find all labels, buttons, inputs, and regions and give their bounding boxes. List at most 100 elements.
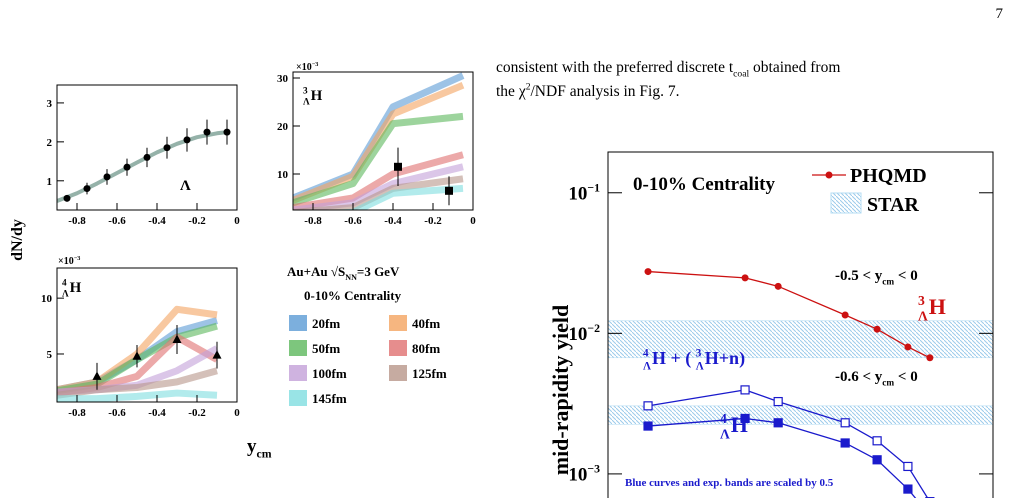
x-tick-label: -0.8 bbox=[304, 215, 322, 227]
series-label: 4Λ H + ( 3Λ H +n) bbox=[643, 347, 745, 372]
text: H bbox=[311, 88, 323, 104]
text: χ bbox=[518, 83, 526, 100]
marker bbox=[926, 354, 934, 362]
system-label: Au+Au √S NN =3 GeV bbox=[287, 264, 400, 282]
text: =3 GeV bbox=[357, 264, 400, 279]
text: + ( bbox=[666, 348, 696, 369]
y-tick-label: 10 −1 bbox=[568, 181, 600, 204]
text: < 0 bbox=[894, 268, 918, 284]
marker bbox=[903, 484, 913, 494]
marker bbox=[773, 418, 783, 428]
centrality-label: 0-10% Centrality bbox=[304, 288, 402, 303]
legend-swatch bbox=[389, 315, 407, 331]
legend-swatch bbox=[289, 390, 307, 406]
y-tick-label: 10 bbox=[277, 169, 289, 181]
particle-label: 4Λ H bbox=[62, 279, 82, 300]
y-tick-label: 30 bbox=[277, 73, 289, 85]
superscript: 3 bbox=[303, 87, 308, 97]
legend-label: 20fm bbox=[312, 316, 340, 331]
experiment-band bbox=[608, 320, 993, 359]
model-band bbox=[293, 151, 464, 210]
marker bbox=[643, 401, 653, 411]
subscript: Λ bbox=[303, 98, 310, 108]
text: H bbox=[731, 412, 748, 437]
x-tick-label: -0.4 bbox=[148, 215, 166, 227]
y-multiplier: ×10 −3 bbox=[296, 61, 318, 73]
data-point bbox=[103, 173, 111, 181]
data-point bbox=[92, 371, 102, 380]
marker bbox=[643, 421, 653, 431]
text: y bbox=[247, 436, 257, 457]
text: t bbox=[729, 59, 734, 76]
superscript: 3 bbox=[696, 347, 702, 359]
text: obtained from bbox=[749, 59, 840, 76]
text: 0-10% Centrality bbox=[633, 174, 775, 195]
legend-swatch bbox=[830, 192, 862, 214]
annotation: Blue curves and exp. bands are scaled by… bbox=[625, 477, 834, 489]
y-axis-title: mid-rapidity yield bbox=[548, 305, 573, 476]
legend-swatch bbox=[389, 365, 407, 381]
text: H bbox=[70, 280, 82, 296]
x-tick-label: 0 bbox=[234, 407, 240, 419]
text: the bbox=[496, 83, 519, 100]
subscript: NN bbox=[345, 273, 357, 282]
plot-area bbox=[293, 72, 465, 210]
marker bbox=[644, 268, 652, 276]
marker bbox=[872, 455, 882, 465]
annotation: 0-10% Centrality bbox=[633, 174, 775, 195]
y-tick-exponent: −1 bbox=[587, 181, 600, 194]
x-tick-label: -0.4 bbox=[148, 407, 166, 419]
y-tick-label: 2 bbox=[47, 137, 53, 149]
marker bbox=[904, 343, 912, 351]
legend-swatch bbox=[289, 365, 307, 381]
data-point bbox=[223, 128, 231, 136]
plot-frame bbox=[292, 71, 474, 211]
data-point bbox=[394, 162, 402, 171]
x-tick-label: 0 bbox=[234, 215, 240, 227]
data-point bbox=[83, 185, 91, 193]
legend-label: STAR bbox=[867, 194, 919, 216]
model-band bbox=[325, 184, 464, 210]
superscript: −3 bbox=[312, 61, 319, 68]
marker bbox=[840, 438, 850, 448]
y-tick-base: 10 bbox=[568, 324, 587, 345]
marker bbox=[773, 396, 783, 407]
x-tick-label: -0.2 bbox=[424, 215, 442, 227]
x-tick-label: -0.6 bbox=[108, 215, 126, 227]
text: -0.6 < y bbox=[835, 369, 883, 385]
y-tick-label: 20 bbox=[277, 121, 289, 133]
marker bbox=[841, 311, 849, 319]
marker bbox=[774, 282, 782, 290]
y-tick-label: 10 bbox=[41, 293, 53, 305]
x-tick-label: 0 bbox=[470, 215, 476, 227]
model-band bbox=[57, 130, 228, 203]
body-text-line: the χ 2/NDF analysis in Fig. 7. bbox=[496, 81, 679, 100]
y-tick-base: 10 bbox=[568, 183, 587, 204]
legend-label: 40fm bbox=[412, 316, 440, 331]
plot-frame bbox=[56, 84, 238, 211]
marker bbox=[872, 436, 882, 446]
legend-marker bbox=[825, 171, 833, 179]
marker bbox=[741, 274, 749, 282]
model-band bbox=[57, 367, 218, 399]
subscript: Λ bbox=[643, 360, 651, 372]
data-point bbox=[203, 128, 211, 136]
legend-label: 125fm bbox=[412, 366, 447, 381]
legend-swatch bbox=[389, 340, 407, 356]
y-multiplier: ×10 −3 bbox=[58, 255, 80, 267]
marker bbox=[840, 418, 850, 428]
y-tick-label: 1 bbox=[47, 176, 53, 188]
plot-frame bbox=[607, 151, 994, 498]
y-tick-exponent: −2 bbox=[587, 322, 600, 335]
text: -0.5 < y bbox=[835, 268, 883, 284]
legend-label: 50fm bbox=[312, 341, 340, 356]
subscript: coal bbox=[733, 69, 749, 80]
x-axis-title: y cm bbox=[247, 436, 272, 461]
text: H bbox=[705, 348, 719, 368]
text: dN/dy bbox=[9, 219, 26, 261]
y-tick-exponent: −3 bbox=[587, 463, 600, 476]
experiment-band bbox=[608, 405, 993, 425]
x-tick-label: -0.2 bbox=[188, 215, 206, 227]
subscript: Λ bbox=[62, 290, 69, 300]
